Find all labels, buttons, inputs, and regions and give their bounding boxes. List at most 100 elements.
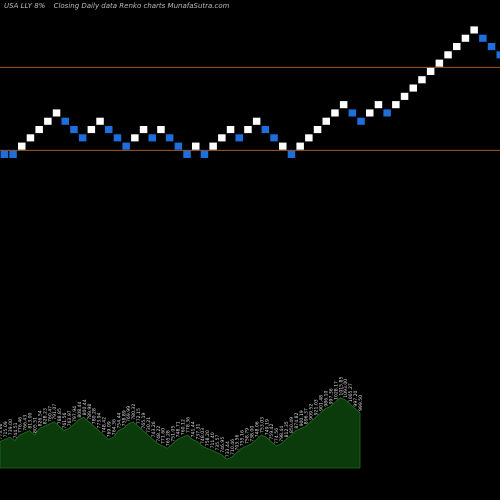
- renko-brick: [244, 126, 252, 134]
- volume-label: 797.94: [72, 406, 78, 422]
- volume-label: 753.03: [259, 417, 265, 433]
- volume-label: 789.98: [87, 404, 93, 420]
- volume-label: 901.48: [319, 395, 325, 411]
- volume-label: 788.85: [57, 408, 63, 424]
- renko-brick: [148, 134, 156, 142]
- volume-label: 776.46: [18, 417, 24, 433]
- volume-label: 828.23: [42, 408, 48, 424]
- volume-label: 758.79: [245, 428, 251, 444]
- renko-brick: [487, 43, 496, 51]
- volume-label: 921.03: [314, 399, 320, 415]
- volume-label: 755.16: [240, 430, 246, 446]
- renko-brick: [139, 126, 148, 134]
- volume-label: 760.47: [47, 406, 53, 422]
- volume-label: 791.07: [52, 404, 58, 420]
- renko-brick: [78, 134, 87, 142]
- volume-label: 710.46: [230, 439, 236, 455]
- renko-brick: [331, 109, 339, 117]
- volume-label: 743.26: [151, 421, 157, 437]
- volume-label: 748.06: [254, 421, 260, 437]
- volume-label: 1005.27: [348, 383, 354, 402]
- volume-label: 765.19: [141, 412, 147, 428]
- volume-label: 1028.17: [333, 381, 339, 400]
- renko-brick: [209, 142, 217, 150]
- volume-label: 826.54: [37, 410, 43, 426]
- renko-brick: [226, 126, 235, 134]
- volume-label: 812.35: [284, 421, 290, 437]
- renko-brick: [157, 126, 165, 134]
- renko-brick: [200, 150, 209, 158]
- renko-brick: [174, 142, 183, 150]
- volume-label: 780.28: [92, 408, 98, 424]
- volume-label: 763.97: [67, 410, 73, 426]
- renko-brick: [418, 76, 426, 84]
- renko-brick: [435, 59, 444, 67]
- renko-brick: [113, 134, 122, 142]
- volume-label: 778.36: [185, 417, 191, 433]
- renko-brick: [409, 84, 417, 92]
- volume-label: 754.44: [116, 412, 122, 428]
- renko-brick: [165, 134, 174, 142]
- volume-label: 997.20: [353, 390, 359, 406]
- volume-label: 805.51: [33, 417, 39, 433]
- renko-brick: [426, 67, 435, 75]
- volume-label: 798.44: [279, 426, 285, 442]
- renko-brick: [357, 117, 365, 125]
- renko-brick: [296, 142, 304, 150]
- volume-label: 850.49: [289, 417, 295, 433]
- renko-brick: [322, 117, 330, 125]
- volume-label: 748.22: [156, 426, 162, 442]
- renko-brick: [313, 126, 322, 134]
- chart-name: Closing Daily data Renko charts MunafaSu…: [53, 2, 230, 10]
- renko-brick: [287, 150, 296, 158]
- volume-label: 999.50: [358, 395, 364, 411]
- renko-brick: [61, 117, 69, 125]
- volume-label: 764.36: [111, 419, 117, 435]
- volume-label: 730.21: [146, 417, 152, 433]
- volume-label: 746.95: [220, 437, 226, 453]
- renko-brick: [122, 142, 130, 150]
- renko-brick: [0, 150, 9, 158]
- renko-brick: [131, 134, 139, 142]
- volume-label: 760.12: [180, 419, 186, 435]
- renko-brick: [183, 150, 191, 158]
- renko-brick: [400, 92, 409, 100]
- volume-label: 1015.85: [338, 377, 344, 396]
- volume-label: 800.44: [82, 399, 88, 415]
- volume-label: 751.05: [171, 426, 177, 442]
- renko-brick: [461, 34, 470, 42]
- renko-brick: [339, 101, 348, 109]
- renko-brick: [348, 109, 357, 117]
- volume-label: 774.56: [274, 428, 280, 444]
- volume-label: 773.94: [97, 412, 103, 428]
- volume-label: 737.31: [195, 423, 201, 439]
- volume-label: 780.32: [131, 404, 137, 420]
- volume-label: 765.28: [166, 430, 172, 446]
- volume-label: 1093.00: [343, 379, 349, 398]
- volume-label: 744.51: [13, 422, 19, 438]
- renko-brick: [366, 109, 374, 117]
- volume-label: 758.20: [205, 430, 211, 446]
- renko-brick: [44, 117, 52, 125]
- renko-brick: [479, 34, 487, 42]
- chart-header: USA LLY 8% Closing Daily data Renko char…: [4, 2, 235, 10]
- renko-brick: [96, 117, 104, 125]
- renko-brick: [26, 134, 35, 142]
- renko-brick: [279, 142, 287, 150]
- renko-brick: [453, 43, 461, 51]
- volume-label: 896.37: [304, 408, 310, 424]
- volume-label: 772.15: [136, 408, 142, 424]
- renko-brick: [70, 126, 78, 134]
- volume-label: 759.42: [269, 423, 275, 439]
- volume-label: 874.82: [294, 412, 300, 428]
- renko-brick: [392, 101, 400, 109]
- renko-brick: [305, 134, 313, 142]
- renko-brick: [105, 126, 113, 134]
- volume-area: [0, 397, 361, 469]
- renko-brick: [192, 142, 200, 150]
- volume-label: 909.52: [309, 404, 315, 420]
- renko-brick: [374, 101, 383, 109]
- renko-brick: [270, 134, 278, 142]
- volume-label: 748.03: [200, 428, 206, 444]
